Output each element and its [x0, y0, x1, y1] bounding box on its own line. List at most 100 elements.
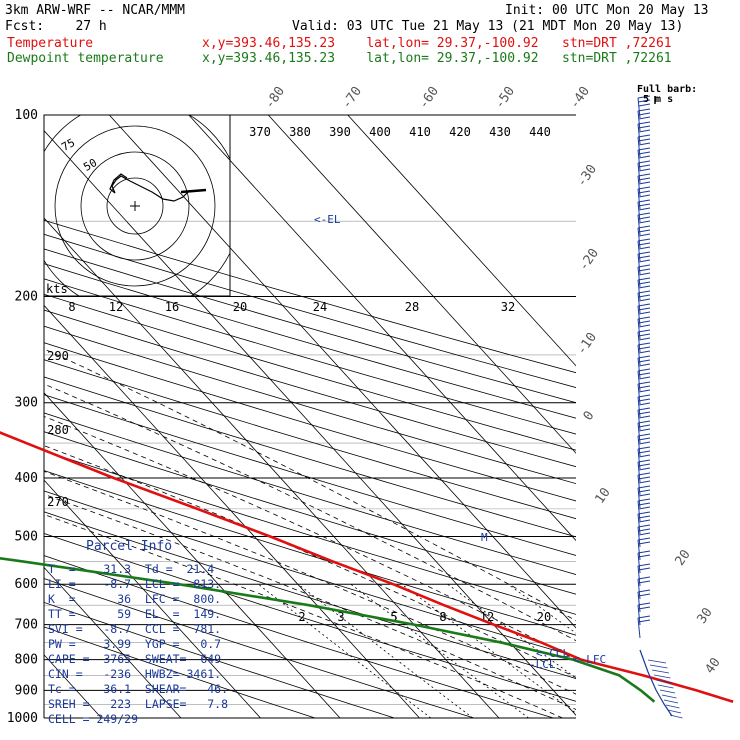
- isotherm: [108, 115, 576, 629]
- low-level-barb-feather: [665, 704, 680, 709]
- dry-adiabat: [44, 219, 576, 374]
- isotherm-label: 40: [702, 655, 723, 676]
- dry-adiabat: [44, 263, 576, 419]
- theta-label: 280: [47, 423, 69, 437]
- wind-barb-flag: [638, 194, 651, 198]
- wind-barb-flag: [638, 272, 651, 276]
- mixing-ratio-line: [258, 583, 432, 718]
- wind-barb-flag: [638, 450, 651, 454]
- wind-barb: [637, 617, 641, 639]
- moist-adiabat: [44, 514, 563, 718]
- mixing-ratio-label: 3: [337, 610, 344, 624]
- wind-barb-flag: [638, 424, 651, 428]
- wind-barb-flag: [637, 368, 651, 372]
- hodograph-ring-label: 50: [81, 156, 99, 174]
- init-time: Init: 00 UTC Mon 20 May 13: [505, 3, 709, 18]
- pressure-tick-label: 100: [15, 108, 38, 123]
- wind-barb-flag: [638, 480, 651, 484]
- wind-barb-flag: [637, 173, 651, 177]
- dry-adiabat: [44, 578, 476, 718]
- isobar-lines: [43, 114, 576, 719]
- wind-barb-flag: [638, 138, 651, 142]
- pressure-tick-label: 200: [15, 290, 38, 305]
- theta-label: 370: [249, 125, 271, 139]
- wind-barb-flag: [638, 580, 651, 584]
- isotherm: [44, 566, 182, 718]
- wind-barb-flag: [638, 255, 651, 259]
- wind-barb-flag: [637, 95, 651, 99]
- wind-barb-flag: [638, 151, 651, 155]
- wind-barb-flag: [638, 493, 651, 497]
- wind-barb-flag: [637, 602, 651, 606]
- hodograph-ring: [106, 177, 164, 235]
- wind-barb-flag: [638, 298, 651, 302]
- wind-barb-flag: [637, 589, 651, 593]
- model-title: 3km ARW-WRF -- NCAR/MMM: [5, 3, 186, 18]
- wind-barb-flag: [638, 233, 651, 237]
- dry-adiabat: [44, 248, 576, 404]
- parcel-info-row: TT = 59 EL = 149.: [48, 607, 222, 621]
- low-level-barb-feather: [669, 714, 683, 719]
- barb-note-2: 5 m s: [643, 94, 674, 105]
- low-level-barb-feather: [651, 669, 670, 674]
- wind-barb-flag: [637, 511, 651, 515]
- wind-barb-flag: [637, 576, 651, 580]
- wind-barb-flag: [637, 407, 651, 411]
- parcel-info-row: Tc = 36.1 SHEAR= 46.: [48, 682, 229, 696]
- dry-adiabat: [44, 555, 555, 718]
- dry-adiabat: [44, 359, 576, 520]
- low-level-barb-feather: [649, 664, 668, 669]
- pressure-tick-label: 800: [15, 653, 38, 668]
- wind-barb-flag: [638, 259, 651, 263]
- wind-barb-flag: [638, 242, 651, 246]
- hodograph-units: kts: [46, 282, 68, 296]
- wind-barb-flag: [638, 619, 651, 623]
- pressure-tick-label: 600: [15, 577, 38, 592]
- wind-barb-flag: [638, 268, 651, 272]
- dry-adiabat: [44, 342, 576, 502]
- parcel-info-row: CIN = -236 HWBZ= 3461.: [48, 667, 222, 681]
- sounding-annotation: -LCL: [529, 658, 556, 671]
- dewpoint-location: x,y=393.46,135.23 lat,lon= 29.37,-100.92…: [202, 51, 672, 66]
- low-level-barb-feather: [647, 659, 667, 664]
- dry-adiabat: [44, 309, 576, 468]
- wind-barb-flag: [638, 155, 651, 159]
- hodograph-trace-bold: [180, 188, 207, 194]
- isotherm-label: -80: [262, 84, 288, 112]
- isotherm: [267, 115, 576, 454]
- wind-barb-flag: [637, 277, 651, 281]
- mixing-ratio-lines: [258, 583, 576, 718]
- wind-barb-flag: [637, 394, 651, 398]
- pressure-tick-label: 1000: [7, 711, 38, 726]
- wind-barb-flag: [638, 181, 651, 185]
- wind-barb-flag: [638, 363, 651, 367]
- theta-label: 270: [47, 495, 69, 509]
- wind-barb-flag: [637, 303, 651, 307]
- wind-barb-flag: [638, 389, 651, 393]
- wind-barb-flag: [638, 177, 651, 181]
- wind-barb-flag: [637, 537, 651, 541]
- wind-barb-flag: [638, 372, 651, 376]
- wind-barb-flag: [638, 411, 651, 415]
- wind-barb-flag: [638, 307, 651, 311]
- temperature-trace: [0, 431, 734, 704]
- wind-barb-flag: [637, 238, 651, 242]
- wind-barb-flag: [637, 121, 651, 125]
- isotherm-lines: [44, 115, 576, 718]
- isotherm: [44, 304, 420, 718]
- parcel-info-title: Parcel Info: [86, 539, 173, 554]
- sounding-annotation: <-LFC: [573, 653, 606, 666]
- dry-adiabat: [44, 601, 396, 718]
- wind-barb-flag: [638, 489, 651, 493]
- isotherm: [44, 479, 261, 718]
- sounding-annotation: M: [481, 531, 488, 544]
- temperature-legend: Temperature: [7, 36, 94, 51]
- low-level-barb-feather: [653, 674, 671, 679]
- annotations: <-EL <-CCL-LCL <-LFC M: [314, 213, 606, 671]
- dry-adiabat: [44, 532, 576, 702]
- mixing-ratio-line: [297, 583, 474, 718]
- pressure-tick-label: 500: [15, 529, 38, 544]
- wind-barb-flag: [637, 134, 651, 138]
- wind-barb-flag: [637, 550, 651, 554]
- wind-barb-flag: [638, 506, 651, 510]
